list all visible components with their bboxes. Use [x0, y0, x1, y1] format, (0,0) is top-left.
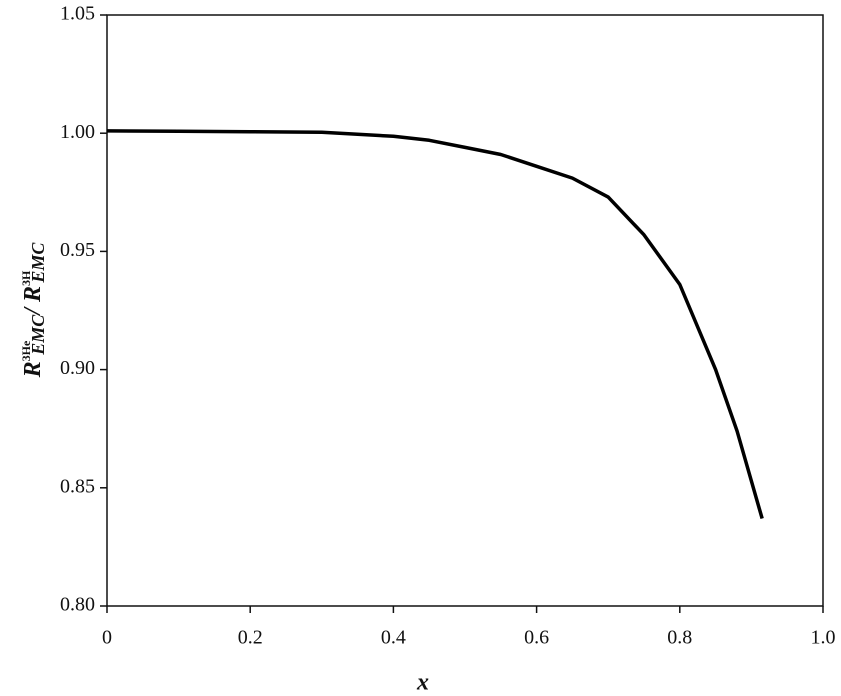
y-tick-label: 0.95	[60, 239, 95, 261]
x-axis-label: x	[416, 670, 429, 696]
x-tick-label: 0.8	[667, 627, 692, 649]
y-tick-label: 0.80	[60, 594, 95, 616]
y-label-part: 3He	[19, 340, 33, 361]
x-tick-label: 0	[102, 627, 112, 649]
y-axis-label: R3HeEMC/ R3HEMC	[19, 242, 49, 379]
x-tick-label: 0.6	[524, 627, 549, 649]
plot-frame	[106, 14, 824, 607]
y-label-part: R	[20, 361, 46, 378]
y-tick-label: 0.90	[60, 357, 95, 379]
x-tick-label: 0.2	[238, 627, 263, 649]
y-tick-label: 1.00	[60, 121, 95, 143]
y-label-part: / R	[20, 286, 46, 317]
y-label-part: EMC	[28, 242, 48, 284]
data-line	[106, 129, 764, 520]
y-label-part: EMC	[28, 314, 48, 356]
y-tick-label: 0.85	[60, 475, 95, 497]
x-tick-label: 1.0	[811, 627, 836, 649]
x-tick-label: 0.4	[381, 627, 406, 649]
y-label-part: 3H	[19, 270, 33, 286]
y-tick-label: 1.05	[60, 3, 95, 25]
